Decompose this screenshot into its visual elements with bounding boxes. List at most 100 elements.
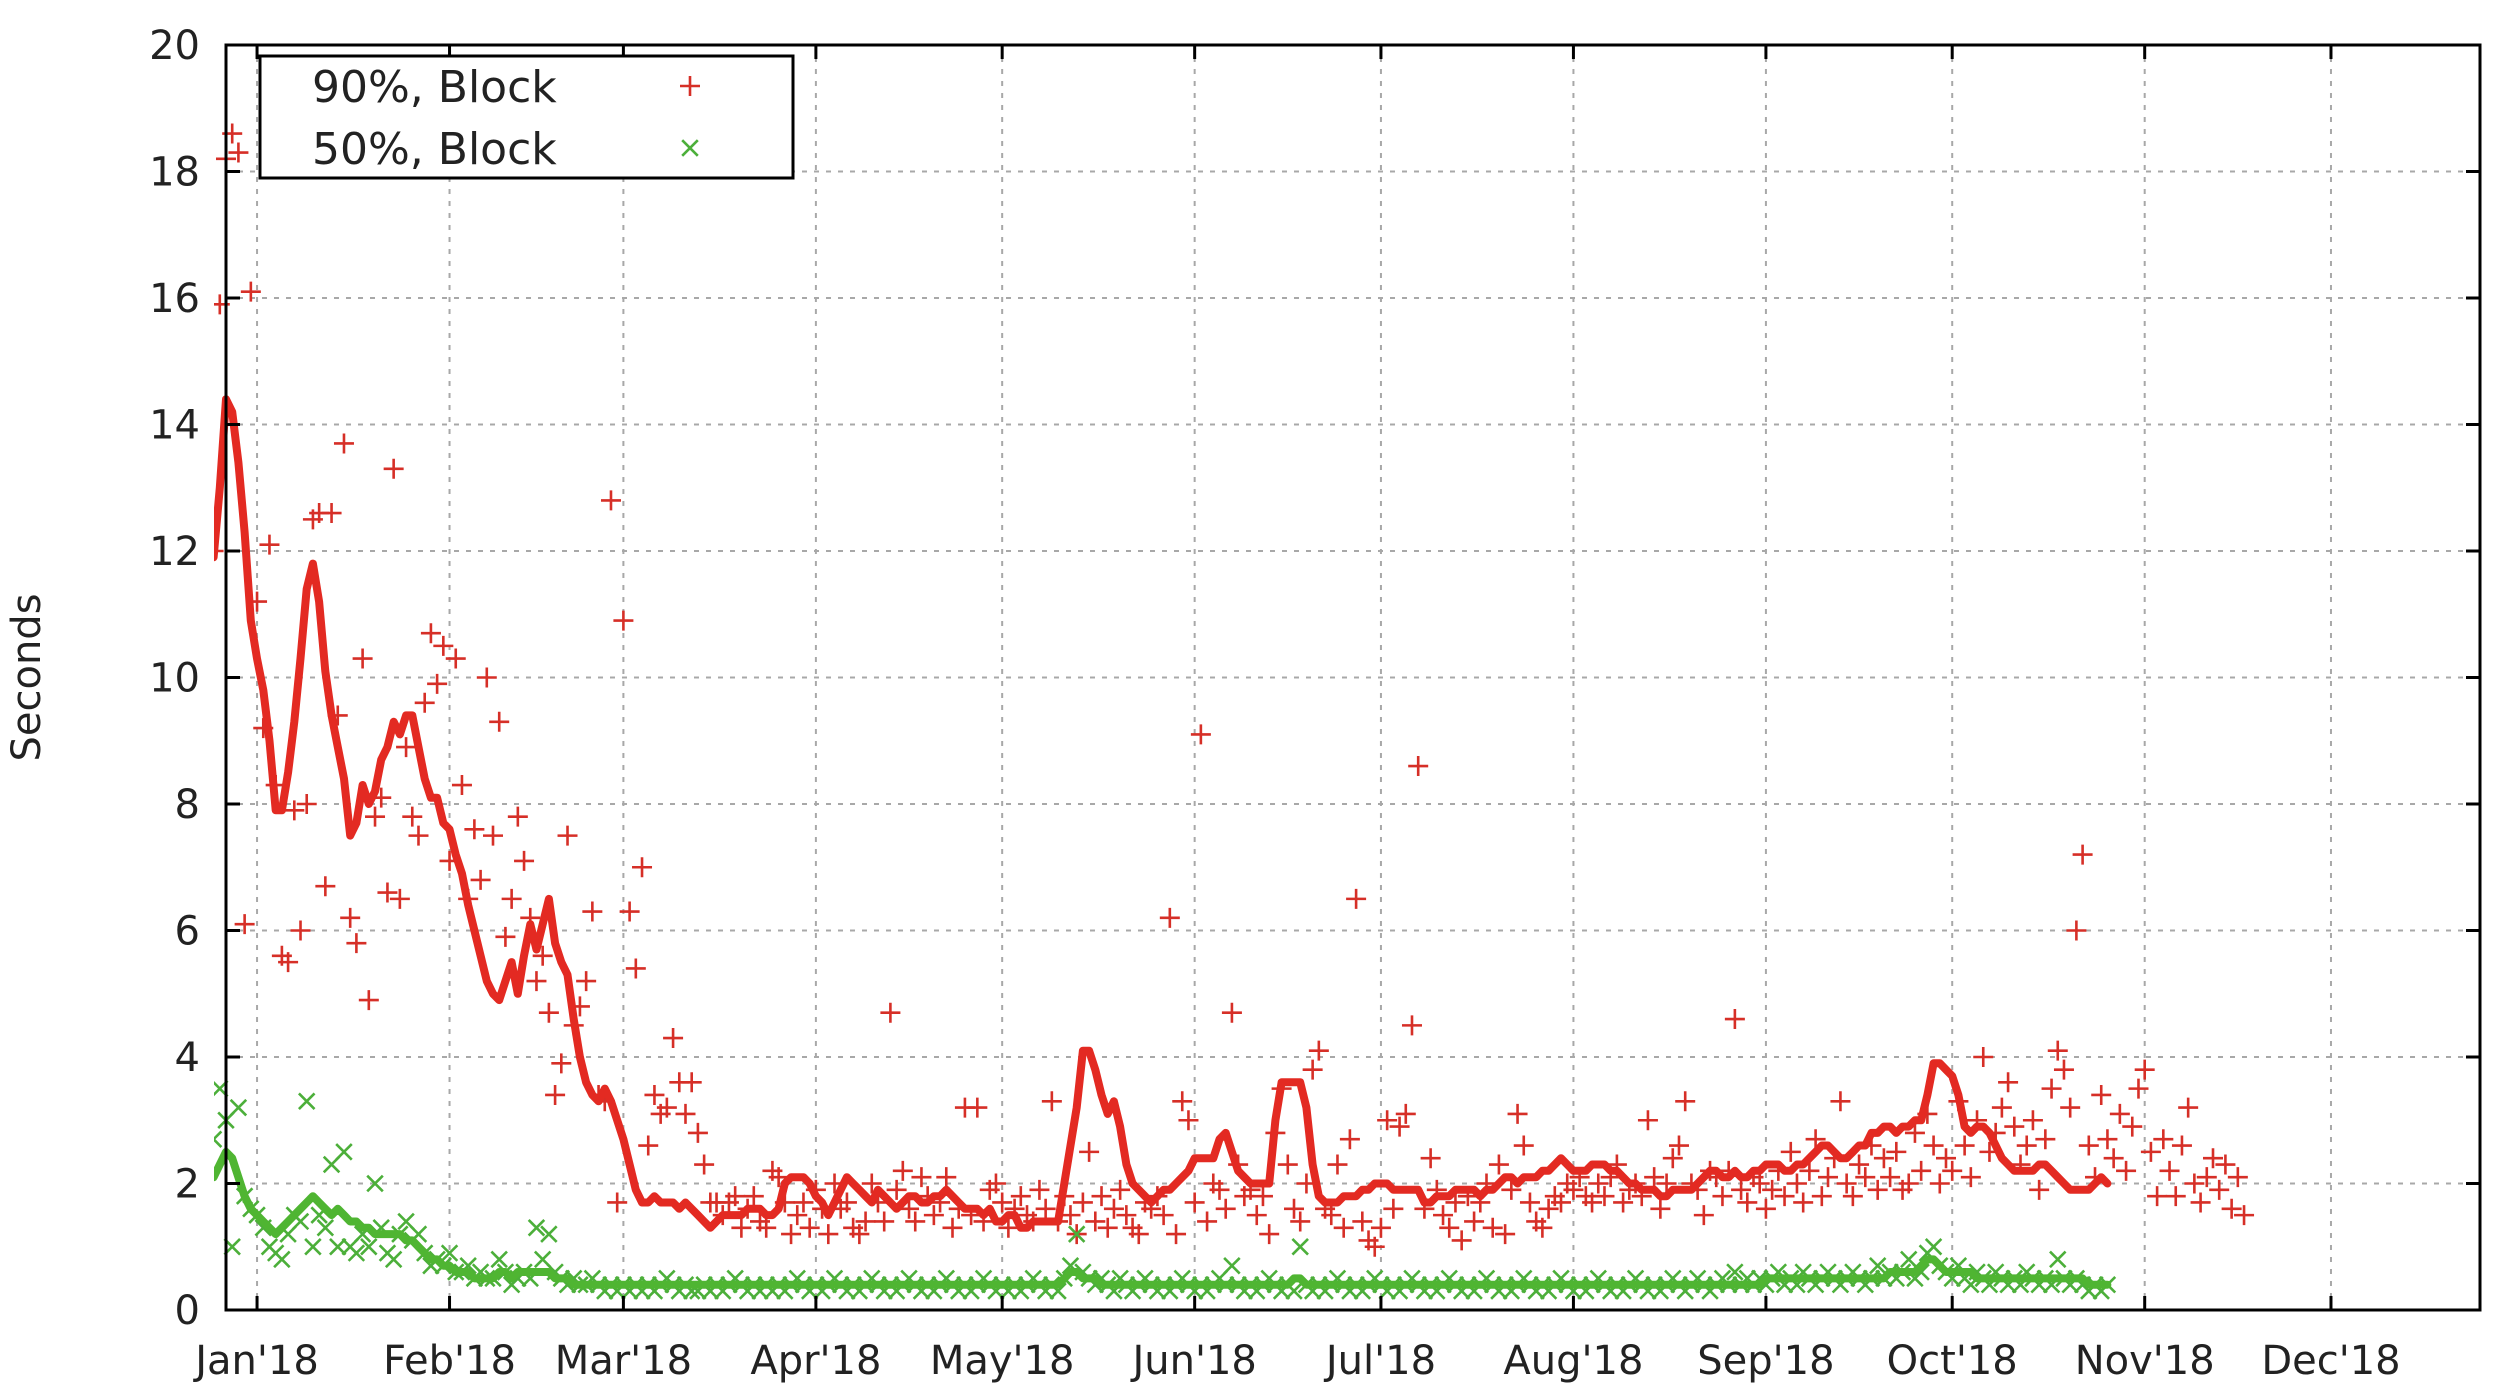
data-point: [942, 1217, 963, 1238]
data-point: [214, 541, 224, 561]
data-point: [849, 1224, 870, 1245]
data-point: [1197, 1211, 1218, 1232]
data-point: [1377, 1110, 1398, 1131]
data-point: [619, 901, 640, 922]
data-point: [1693, 1205, 1714, 1226]
data-point: [1880, 1167, 1901, 1188]
data-point: [2016, 1135, 2037, 1156]
data-point: [427, 673, 448, 694]
data-point: [861, 1173, 882, 1194]
data-point: [2103, 1148, 2124, 1169]
x-tick-label: Jun'18: [1129, 1338, 1256, 1384]
data-point: [1128, 1224, 1149, 1245]
data-point: [2078, 1135, 2099, 1156]
data-point: [1973, 1047, 1994, 1067]
data-point: [731, 1217, 752, 1238]
data-point: [1290, 1211, 1311, 1232]
x-tick-label: Sep'18: [1697, 1338, 1834, 1384]
data-point: [490, 1250, 508, 1269]
y-tick-label: 20: [149, 23, 200, 69]
data-point: [2109, 1103, 2130, 1124]
data-point: [2097, 1129, 2118, 1150]
data-point: [365, 806, 386, 827]
data-point: [681, 1072, 702, 1093]
y-tick-label: 14: [149, 403, 200, 449]
data-point: [2122, 1116, 2143, 1137]
data-point: [892, 1160, 913, 1181]
data-point: [527, 1219, 546, 1237]
data-point: [296, 794, 317, 814]
data-point: [1731, 1179, 1752, 1200]
data-point: [2203, 1148, 2223, 1169]
data-point: [2190, 1192, 2211, 1213]
data-point: [551, 1053, 572, 1074]
data-point: [576, 971, 597, 992]
data-point: [2035, 1129, 2056, 1150]
data-point: [402, 806, 423, 827]
data-point: [818, 1224, 839, 1245]
data-point: [383, 458, 404, 479]
data-point: [1408, 756, 1429, 777]
data-point: [526, 971, 547, 992]
data-point: [1246, 1205, 1267, 1226]
data-point: [1911, 1160, 1932, 1181]
data-point: [985, 1173, 1006, 1194]
data-point: [389, 888, 410, 909]
data-point: [2060, 1097, 2081, 1118]
x-tick-label: Aug'18: [1503, 1338, 1643, 1384]
data-point: [911, 1167, 932, 1188]
data-point: [476, 667, 497, 688]
data-point: [638, 1135, 659, 1156]
data-point: [694, 1154, 715, 1175]
legend-marker: [681, 139, 699, 157]
data-point: [923, 1205, 944, 1226]
data-point: [1103, 1198, 1124, 1219]
data-point: [298, 1092, 316, 1110]
data-point: [408, 825, 429, 846]
data-point: [1668, 1135, 1689, 1156]
data-point: [214, 1130, 223, 1148]
data-point: [1935, 1148, 1956, 1169]
data-point: [2159, 1160, 2180, 1181]
data-point: [284, 800, 305, 821]
data-point: [1904, 1122, 1925, 1143]
data-point: [1675, 1091, 1696, 1112]
grid: [226, 45, 2480, 1310]
data-point: [1302, 1059, 1323, 1080]
x-tick-label: Feb'18: [383, 1338, 516, 1384]
data-point: [1439, 1217, 1460, 1238]
data-point: [1159, 907, 1180, 928]
data-point: [2140, 1141, 2161, 1162]
data-point: [1153, 1205, 1174, 1226]
data-point: [768, 1167, 789, 1188]
data-point: [1166, 1224, 1187, 1245]
data-point: [725, 1186, 746, 1207]
series-p90-block: [214, 123, 2255, 1257]
data-point: [1774, 1186, 1795, 1207]
data-point: [781, 1224, 802, 1245]
x-tick-label: Oct'18: [1887, 1338, 2018, 1384]
data-point: [445, 648, 466, 669]
data-point: [1563, 1179, 1584, 1200]
data-point: [2053, 1059, 2074, 1080]
data-point: [756, 1217, 777, 1238]
y-tick-label: 18: [149, 150, 200, 196]
data-point: [1613, 1192, 1634, 1213]
data-point: [1594, 1186, 1615, 1207]
data-point: [1898, 1173, 1919, 1194]
data-point: [315, 876, 336, 897]
data-point: [836, 1192, 857, 1213]
data-point: [1116, 1205, 1137, 1226]
data-point: [1284, 1198, 1305, 1219]
data-point: [2047, 1040, 2068, 1061]
data-point: [1097, 1217, 1118, 1238]
data-point: [346, 933, 367, 954]
plot-area: [214, 123, 2255, 1300]
data-point: [1178, 1110, 1199, 1131]
data-point: [451, 775, 472, 796]
data-point: [2072, 844, 2093, 865]
data-point: [1488, 1154, 1509, 1175]
data-point: [2134, 1059, 2155, 1080]
x-tick-label: May'18: [930, 1338, 1075, 1384]
